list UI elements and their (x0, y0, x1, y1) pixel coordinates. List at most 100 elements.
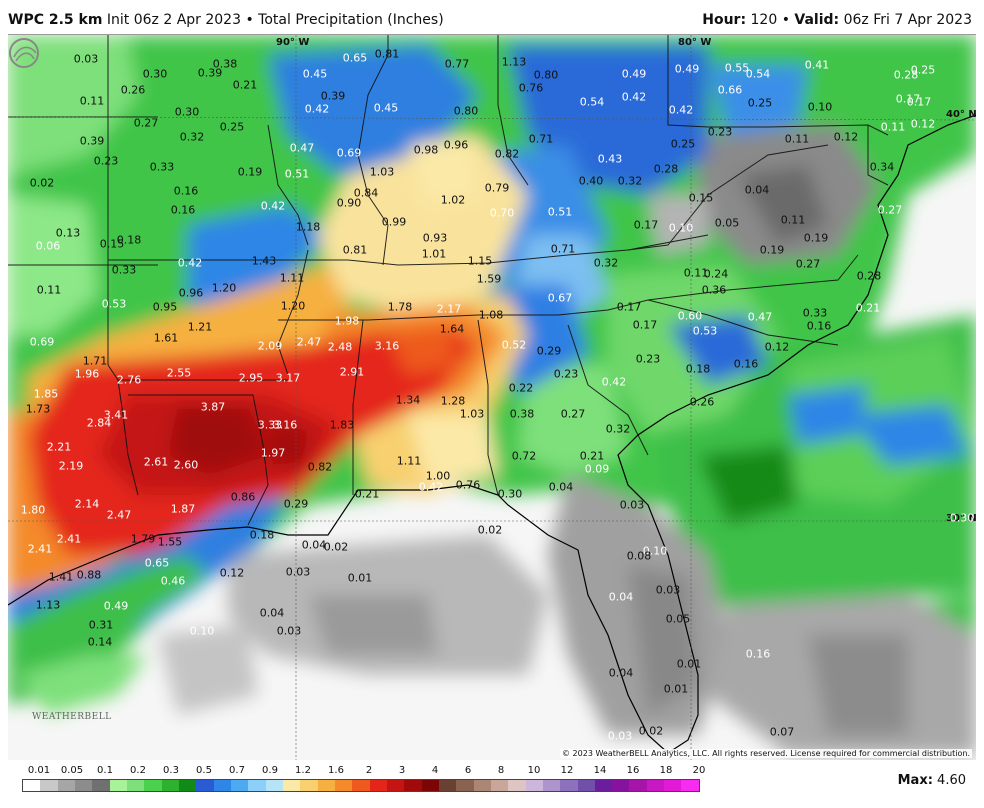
precip-value-label: 0.30 (949, 511, 975, 525)
precip-value-label: 0.17 (895, 92, 921, 106)
legend-swatch (178, 780, 197, 791)
legend-tick: 14 (593, 765, 607, 776)
precip-value-label: 1.13 (35, 598, 61, 612)
legend-color-bar (22, 779, 700, 792)
precip-value-label: 1.55 (157, 535, 183, 549)
precip-value-label: 0.29 (283, 497, 309, 511)
legend-swatch (57, 780, 75, 791)
precip-value-label: 1.03 (459, 407, 485, 421)
state-boundaries (8, 35, 889, 526)
precip-value-label: 0.16 (173, 184, 199, 198)
precip-value-label: 0.17 (632, 318, 658, 332)
legend-swatch (74, 780, 93, 791)
precip-value-label: 1.20 (211, 281, 237, 295)
precip-value-label: 0.81 (374, 47, 400, 61)
precip-value-label: 0.27 (877, 203, 903, 217)
precip-value-label: 0.39 (197, 66, 223, 80)
precip-value-label: 0.51 (547, 205, 573, 219)
precip-value-label: 0.46 (160, 574, 186, 588)
precip-value-label: 0.22 (508, 381, 534, 395)
precip-value-label: 0.42 (304, 102, 330, 116)
precip-value-label: 1.00 (425, 469, 451, 483)
precip-value-label: 0.38 (509, 407, 535, 421)
precip-value-label: 0.29 (536, 344, 562, 358)
legend-tick: 6 (464, 765, 472, 776)
precip-value-label: 1.18 (295, 220, 321, 234)
precip-value-label: 1.15 (467, 254, 493, 268)
precip-value-label: 0.45 (373, 101, 399, 115)
precip-value-label: 0.53 (101, 297, 127, 311)
legend-swatch (421, 780, 439, 791)
precip-value-label: 0.13 (55, 226, 81, 240)
precip-value-label: 1.28 (440, 394, 466, 408)
precip-value-label: 0.03 (619, 498, 645, 512)
precip-value-label: 0.04 (301, 538, 327, 552)
precip-value-label: 0.54 (745, 67, 771, 81)
legend-swatch (612, 780, 630, 791)
precip-value-label: 0.16 (733, 357, 759, 371)
precip-value-label: 0.70 (489, 206, 515, 220)
precip-value-label: 0.76 (455, 478, 481, 492)
precip-value-label: 0.84 (353, 186, 379, 200)
precip-value-label: 1.21 (187, 320, 213, 334)
precip-value-label: 0.09 (584, 462, 610, 476)
precip-value-label: 0.39 (320, 89, 346, 103)
precip-value-label: 0.11 (36, 283, 62, 297)
precip-value-label: 0.10 (189, 624, 215, 638)
legend-swatch (300, 780, 318, 791)
precip-value-label: 0.05 (665, 612, 691, 626)
precip-value-label: 0.04 (744, 183, 770, 197)
legend-swatch (473, 780, 491, 791)
precip-value-label: 1.87 (170, 502, 196, 516)
precip-value-label: 2.91 (339, 365, 365, 379)
precip-value-label: 0.28 (653, 162, 679, 176)
precip-value-label: 0.33 (802, 306, 828, 320)
precip-value-label: 0.96 (443, 138, 469, 152)
precip-value-label: 1.20 (280, 299, 306, 313)
precip-value-label: 0.10 (642, 544, 668, 558)
precip-value-label: 0.98 (413, 143, 439, 157)
precip-shading (8, 35, 976, 755)
precip-value-label: 1.61 (153, 331, 179, 345)
precip-value-label: 0.49 (621, 67, 647, 81)
legend-swatch (126, 780, 145, 791)
precip-value-label: 2.09 (257, 339, 283, 353)
legend-tick: 0.3 (163, 765, 179, 776)
coastline (8, 114, 976, 754)
precip-value-label: 0.03 (285, 565, 311, 579)
precip-value-label: 1.64 (439, 322, 465, 336)
legend-swatch (525, 780, 543, 791)
legend-tick: 4 (431, 765, 439, 776)
precip-value-label: 0.18 (116, 233, 142, 247)
header: WPC 2.5 km Init 06z 2 Apr 2023 • Total P… (0, 0, 984, 34)
precip-value-label: 0.05 (714, 216, 740, 230)
precip-value-label: 1.01 (421, 247, 447, 261)
precip-value-label: 0.01 (676, 657, 702, 671)
legend-swatch (282, 780, 301, 791)
legend-swatch (577, 780, 595, 791)
legend-swatch (508, 780, 526, 791)
precip-value-label: 0.30 (497, 487, 523, 501)
separator-bullet: • (245, 12, 254, 28)
precip-value-label: 0.01 (347, 571, 373, 585)
legend-swatch (629, 780, 647, 791)
precip-value-label: 0.43 (597, 152, 623, 166)
precip-value-label: 1.85 (33, 387, 59, 401)
legend-swatch (248, 780, 266, 791)
precip-value-label: 0.02 (29, 176, 55, 190)
precip-value-label: 0.19 (759, 243, 785, 257)
precip-value-label: 0.90 (336, 196, 362, 210)
graticule (8, 35, 976, 761)
precip-value-label: 0.02 (477, 523, 503, 537)
precip-value-label: 1.79 (130, 532, 156, 546)
precip-value-label: 0.49 (103, 599, 129, 613)
precip-value-label: 3.87 (200, 400, 226, 414)
precip-value-label: 0.27 (795, 257, 821, 271)
map-title: WPC 2.5 km Init 06z 2 Apr 2023 • Total P… (8, 12, 444, 28)
precip-value-label: 0.77 (444, 57, 470, 71)
precip-value-label: 0.67 (547, 291, 573, 305)
precip-value-label: 0.21 (354, 487, 380, 501)
precip-value-label: 0.01 (663, 682, 689, 696)
precip-value-label: 0.04 (548, 480, 574, 494)
legend-swatch (40, 780, 58, 791)
